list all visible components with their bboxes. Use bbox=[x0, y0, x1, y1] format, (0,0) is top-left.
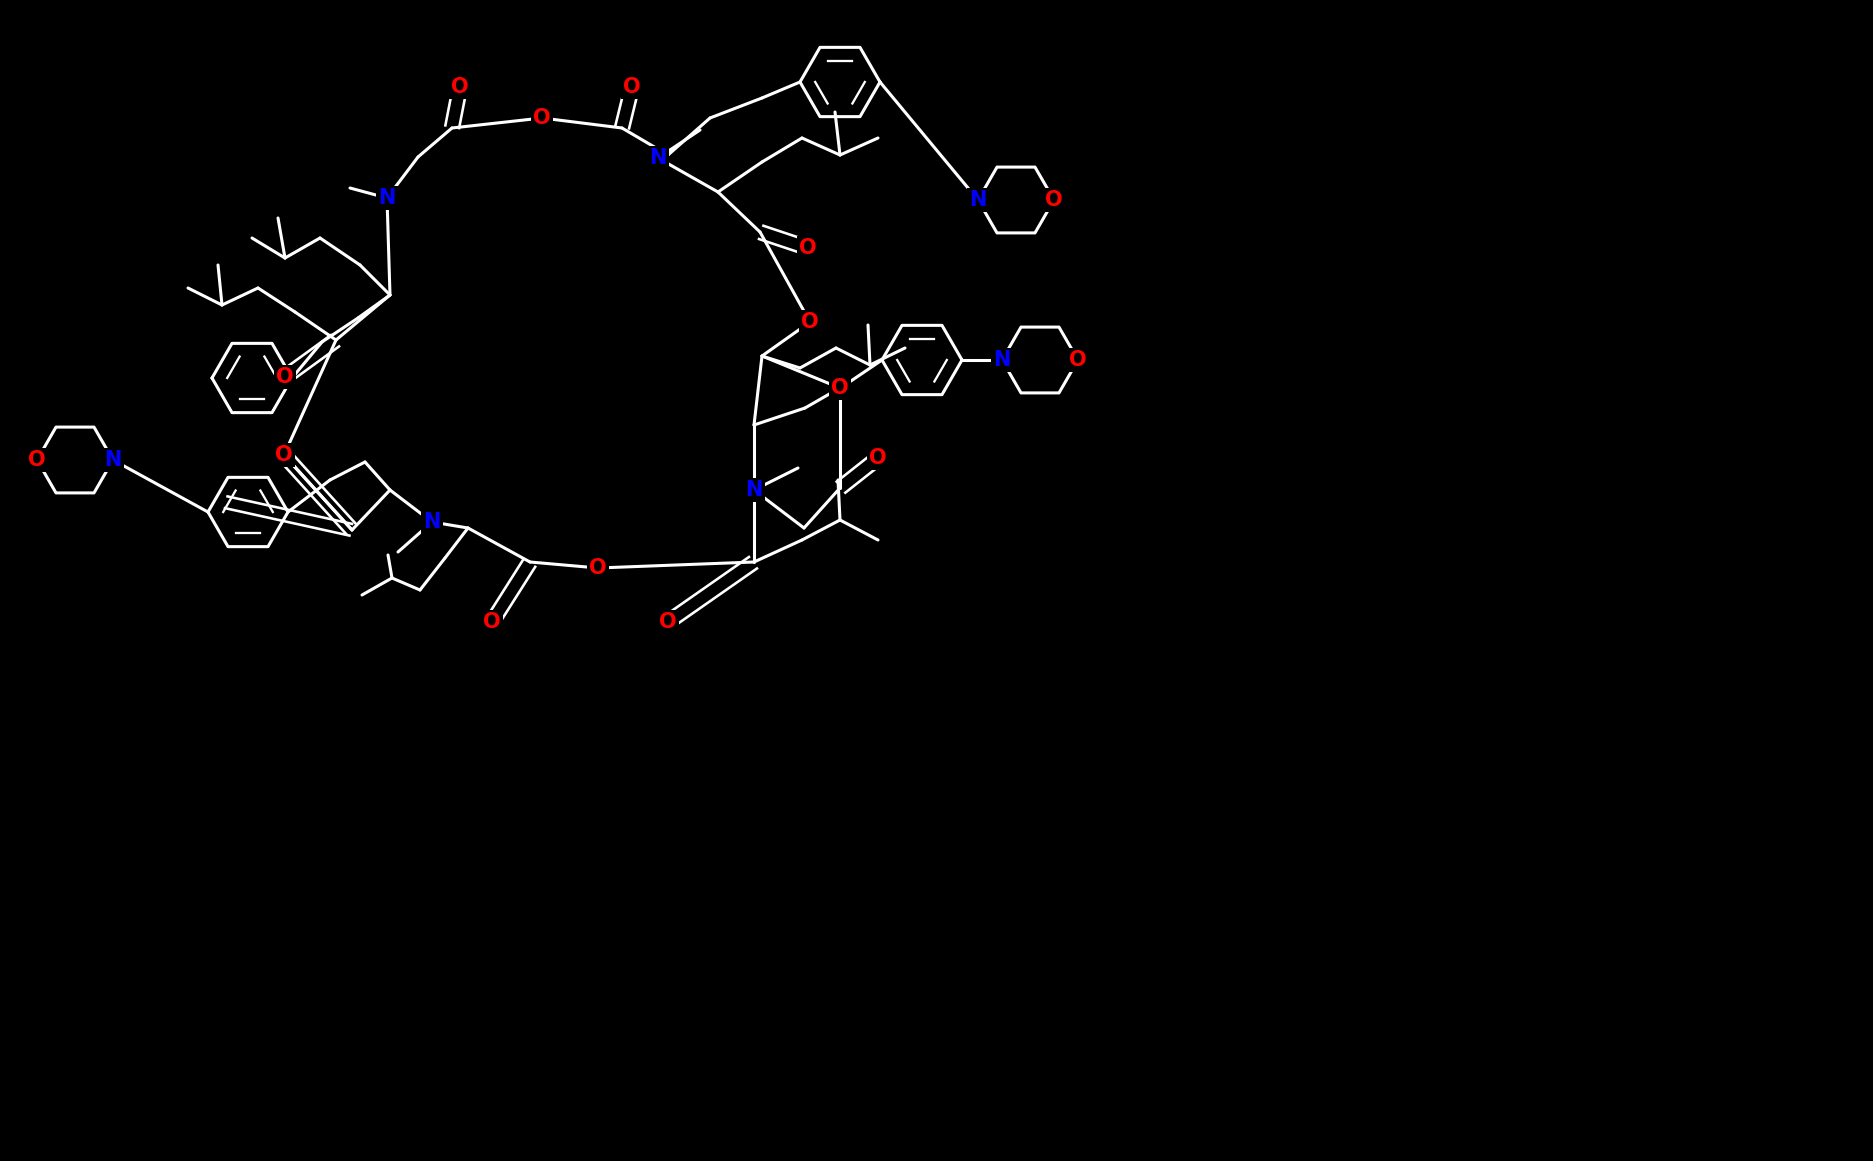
Text: O: O bbox=[28, 450, 45, 470]
Text: O: O bbox=[659, 612, 676, 632]
Text: O: O bbox=[534, 108, 551, 128]
Text: N: N bbox=[378, 188, 395, 208]
Text: N: N bbox=[745, 479, 762, 500]
Text: O: O bbox=[802, 312, 819, 332]
Text: O: O bbox=[588, 558, 607, 578]
Text: O: O bbox=[275, 445, 292, 466]
Text: N: N bbox=[648, 147, 667, 168]
Text: O: O bbox=[869, 448, 886, 468]
Text: O: O bbox=[1045, 190, 1062, 210]
Text: O: O bbox=[483, 612, 500, 632]
Text: O: O bbox=[275, 367, 294, 387]
Text: N: N bbox=[968, 190, 987, 210]
Text: O: O bbox=[798, 238, 817, 258]
Text: N: N bbox=[105, 450, 122, 470]
Text: O: O bbox=[451, 77, 468, 98]
Text: O: O bbox=[624, 77, 641, 98]
Text: N: N bbox=[993, 349, 1010, 370]
Text: N: N bbox=[423, 512, 440, 532]
Text: O: O bbox=[1069, 349, 1086, 370]
Text: O: O bbox=[832, 378, 848, 398]
